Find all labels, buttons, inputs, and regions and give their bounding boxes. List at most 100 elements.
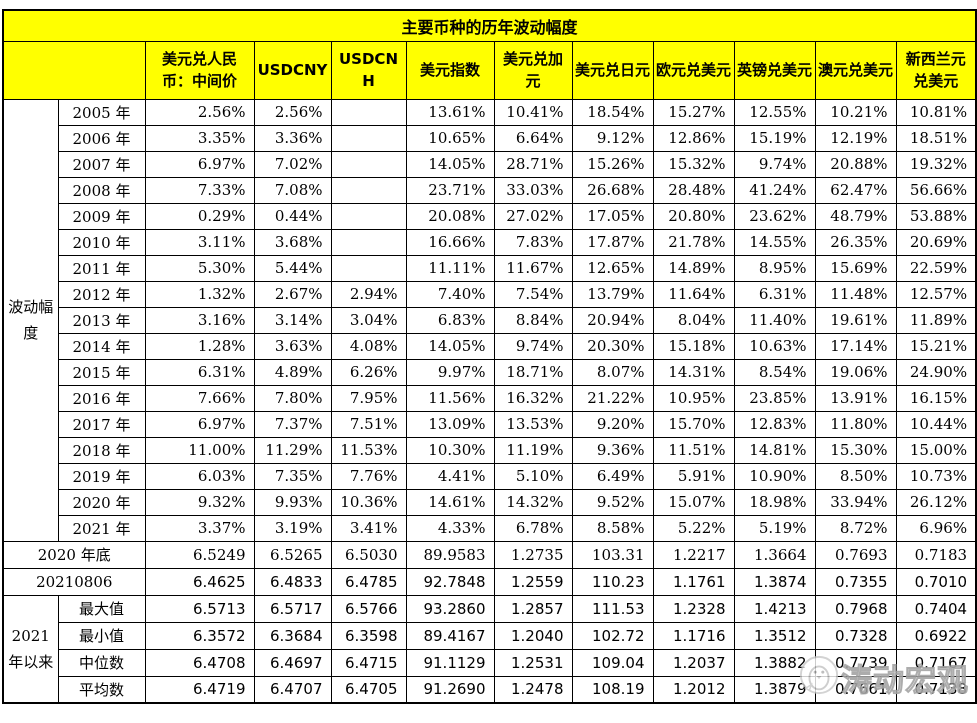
value-cell: 0.7010 [895, 567, 977, 596]
value-cell: 1.3882 [733, 648, 816, 677]
value-cell: 15.69% [814, 254, 897, 282]
value-cell [330, 254, 407, 282]
value-cell: 0.7693 [814, 540, 897, 569]
stats-group-label: 2021年以来 [2, 594, 59, 704]
value-cell: 6.83% [405, 306, 495, 334]
value-cell: 20.80% [652, 202, 735, 230]
year-label: 2011 年 [57, 254, 146, 282]
value-cell: 18.98% [733, 488, 816, 516]
value-cell: 10.30% [405, 436, 495, 464]
value-cell: 6.49% [571, 462, 654, 490]
value-cell: 7.51% [330, 410, 407, 438]
table-row: 2014 年 1.28% 3.63% 4.08% 14.05% 9.74% 20.30% 15… [3, 332, 977, 360]
value-cell: 10.95% [652, 384, 735, 412]
value-cell: 6.3684 [253, 621, 332, 650]
column-header: 欧元兑美元 [652, 40, 735, 100]
value-cell: 1.1761 [652, 567, 735, 596]
value-cell: 10.36% [330, 488, 407, 516]
value-cell: 110.23 [571, 567, 654, 596]
corner-empty-cell [2, 40, 146, 100]
value-cell: 7.37% [253, 410, 332, 438]
table-row: 2013 年 3.16% 3.14% 3.04% 6.83% 8.84% 20.94% 8.0… [3, 306, 977, 334]
value-cell: 17.05% [571, 202, 654, 230]
value-cell: 9.52% [571, 488, 654, 516]
value-cell: 1.2037 [652, 648, 735, 677]
value-cell: 0.29% [144, 202, 255, 230]
value-cell: 6.5249 [144, 540, 255, 569]
value-cell: 19.32% [895, 150, 977, 178]
table-row: 2018 年 11.00% 11.29% 11.53% 10.30% 11.19% 9.36… [3, 436, 977, 464]
value-cell: 6.96% [895, 514, 977, 542]
value-cell: 8.95% [733, 254, 816, 282]
value-cell: 8.72% [814, 514, 897, 542]
value-cell: 0.44% [253, 202, 332, 230]
value-cell: 13.53% [493, 410, 573, 438]
table-row: 最小值 6.3572 6.3684 6.3598 89.4167 1.2040 102.72… [3, 621, 977, 650]
value-cell: 6.3572 [144, 621, 255, 650]
value-cell: 91.1129 [405, 648, 495, 677]
summary-label: 20210806 [2, 567, 146, 596]
column-header-row: 美元兑人民币：中间价 USDCNY USDCNH 美元指数 美元兑加元 美元兑日元 欧元兑美… [2, 40, 977, 100]
value-cell: 14.05% [405, 150, 495, 178]
value-cell: 1.3879 [733, 675, 816, 704]
year-label: 2005 年 [57, 98, 146, 126]
value-cell: 13.91% [814, 384, 897, 412]
value-cell: 20.94% [571, 306, 654, 334]
value-cell: 9.36% [571, 436, 654, 464]
value-cell: 5.22% [652, 514, 735, 542]
value-cell: 6.64% [493, 124, 573, 152]
value-cell: 6.4625 [144, 567, 255, 596]
value-cell: 6.4697 [253, 648, 332, 677]
value-cell: 6.5717 [253, 594, 332, 623]
value-cell: 11.11% [405, 254, 495, 282]
value-cell: 7.80% [253, 384, 332, 412]
table-title: 主要币种的历年波动幅度 [2, 9, 977, 42]
value-cell: 11.19% [493, 436, 573, 464]
value-cell: 14.81% [733, 436, 816, 464]
table-row: 2008 年 7.33% 7.08% 23.71% 33.03% 26.68% 28.48%… [3, 176, 977, 204]
table-row: 2009 年 0.29% 0.44% 20.08% 27.02% 17.05% 20.80%… [3, 202, 977, 230]
value-cell: 6.03% [144, 462, 255, 490]
table-row: 2021年以来 最大值 6.5713 6.5717 6.5766 93.2860 1.285… [2, 594, 977, 704]
year-label: 2018 年 [57, 436, 146, 464]
value-cell: 28.71% [493, 150, 573, 178]
table-row: 2021 年 3.37% 3.19% 3.41% 4.33% 6.78% 8.58% 5.22… [3, 514, 977, 542]
value-cell: 3.35% [144, 124, 255, 152]
value-cell: 3.36% [253, 124, 332, 152]
year-label: 2014 年 [57, 332, 146, 360]
value-cell: 91.2690 [405, 675, 495, 704]
table-row: 20210806 6.4625 6.4833 6.4785 92.7848 1.2559 1… [2, 567, 977, 596]
value-cell: 53.88% [895, 202, 977, 230]
column-header: 美元指数 [405, 40, 495, 100]
value-cell: 28.48% [652, 176, 735, 204]
value-cell: 10.65% [405, 124, 495, 152]
value-cell: 6.97% [144, 150, 255, 178]
row-group-label: 波动幅度 [2, 98, 59, 542]
value-cell: 15.21% [895, 332, 977, 360]
value-cell: 7.35% [253, 462, 332, 490]
value-cell: 12.19% [814, 124, 897, 152]
stat-label: 中位数 [57, 648, 146, 677]
value-cell: 5.91% [652, 462, 735, 490]
value-cell: 3.04% [330, 306, 407, 334]
value-cell: 7.02% [253, 150, 332, 178]
value-cell: 18.51% [895, 124, 977, 152]
value-cell: 1.2531 [493, 648, 573, 677]
value-cell: 5.30% [144, 254, 255, 282]
value-cell: 0.7138 [895, 675, 977, 704]
value-cell: 13.61% [405, 98, 495, 126]
value-cell: 6.97% [144, 410, 255, 438]
value-cell: 1.2040 [493, 621, 573, 650]
value-cell: 8.84% [493, 306, 573, 334]
value-cell: 1.3664 [733, 540, 816, 569]
value-cell: 14.31% [652, 358, 735, 386]
year-label: 2013 年 [57, 306, 146, 334]
value-cell: 14.55% [733, 228, 816, 256]
value-cell: 1.2857 [493, 594, 573, 623]
year-label: 2012 年 [57, 280, 146, 308]
column-header: 新西兰元兑美元 [895, 40, 977, 100]
value-cell: 26.35% [814, 228, 897, 256]
value-cell: 20.88% [814, 150, 897, 178]
table-title-row: 主要币种的历年波动幅度 [2, 9, 977, 42]
value-cell: 6.4707 [253, 675, 332, 704]
